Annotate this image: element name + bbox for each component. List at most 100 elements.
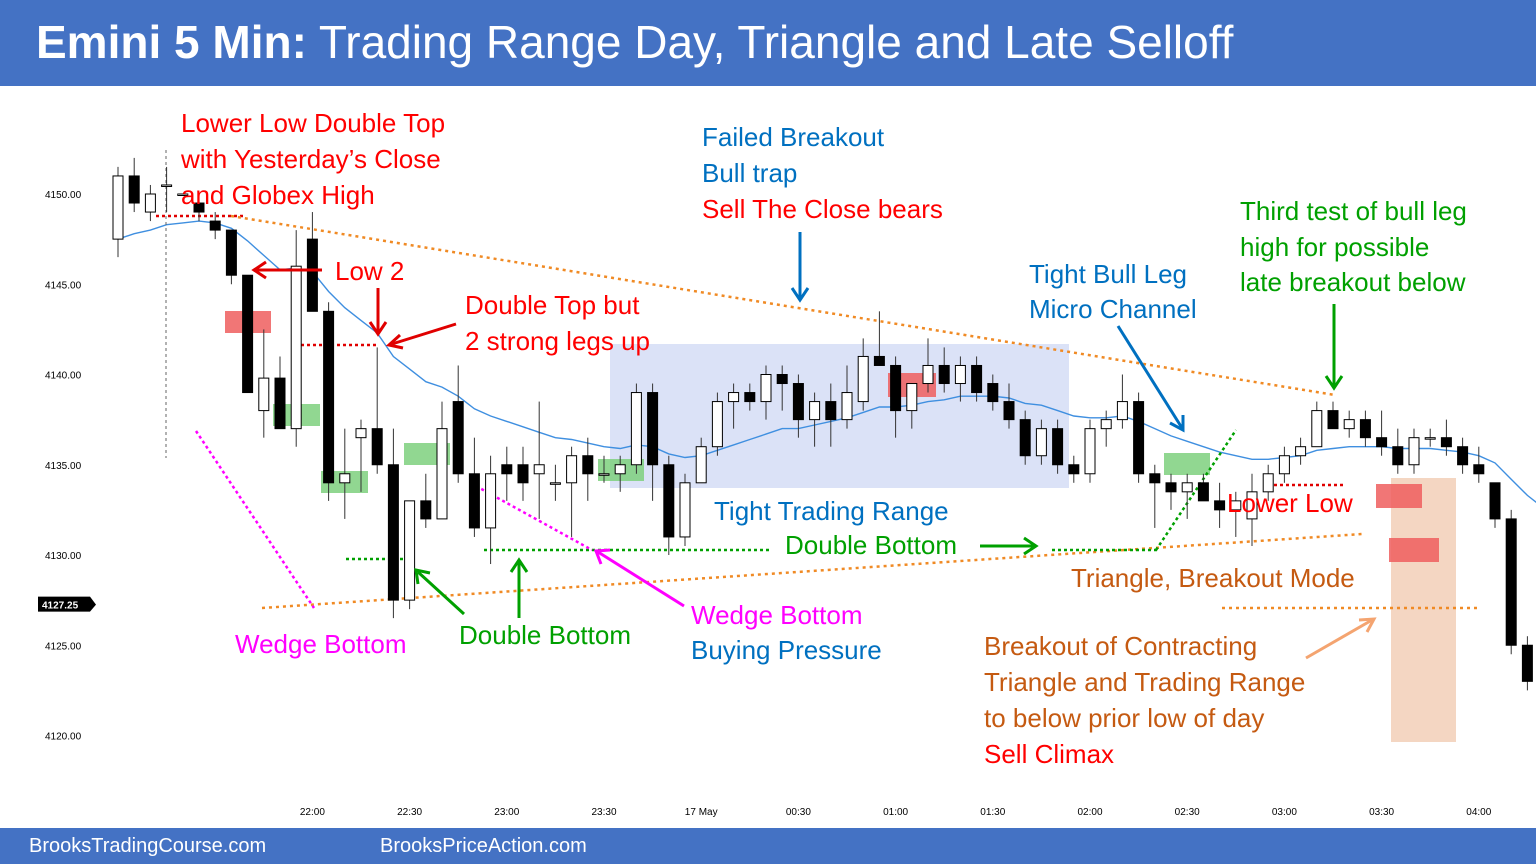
bull-candle-body (1181, 482, 1193, 493)
annotation-text: to below prior low of day (984, 703, 1264, 733)
bear-candle-body (1003, 401, 1015, 421)
bear-candle-body (193, 202, 205, 213)
footer-right-link[interactable]: BrooksPriceAction.com (380, 835, 587, 857)
candle (1100, 410, 1112, 447)
candle (630, 383, 642, 474)
candle (582, 437, 594, 501)
bull-candle-body (922, 364, 934, 385)
annotation-text: Failed Breakout (702, 122, 885, 152)
candle (906, 383, 918, 429)
bear-candle-body (1473, 464, 1485, 475)
annotation-text: high for possible (1240, 232, 1429, 262)
annotation-text: Breakout of Contracting (984, 631, 1257, 661)
bear-candle-body (1489, 482, 1501, 520)
bear-candle-body (1052, 428, 1064, 466)
bull-candle-body (841, 392, 853, 421)
bull-candle-body (1230, 500, 1242, 511)
x-tick-label: 00:30 (786, 807, 811, 818)
arrow-head (1023, 536, 1039, 556)
arrow-head (414, 568, 431, 585)
candle (1052, 419, 1064, 474)
footer-bar: BrooksTradingCourse.com BrooksPriceActio… (0, 828, 1536, 864)
candle (744, 383, 756, 411)
candle (339, 428, 351, 519)
x-tick-label: 02:30 (1175, 807, 1200, 818)
last-price-pointer (90, 596, 96, 612)
bull-candle-body (1278, 455, 1290, 475)
x-tick-label: 03:30 (1369, 807, 1394, 818)
annotation-text: Lower Low Double Top (181, 108, 445, 138)
candle (1019, 410, 1031, 465)
bear-candle-body (1359, 419, 1371, 439)
candle (533, 401, 545, 519)
bear-candle-body (1214, 500, 1226, 511)
y-tick-label: 4150.00 (45, 190, 82, 201)
annotation-text: Micro Channel (1029, 294, 1197, 324)
bull-candle-body (1246, 491, 1258, 520)
annotation-text: Sell The Close bears (702, 194, 943, 224)
candle (1035, 419, 1047, 465)
annotation-text: Double Bottom (459, 620, 631, 650)
candle (1278, 446, 1290, 483)
candle (841, 365, 853, 429)
x-tick-label: 23:00 (494, 807, 519, 818)
candle (922, 338, 934, 393)
candle (1181, 473, 1193, 519)
candle (647, 383, 659, 501)
wedge-line (194, 430, 316, 609)
annotation-text: Tight Bull Leg (1029, 259, 1187, 289)
tight-trading-range-box (610, 344, 1069, 488)
bull-candle-body (290, 265, 302, 430)
x-tick-label: 02:00 (1077, 807, 1102, 818)
candle (1084, 419, 1096, 483)
candle (1003, 383, 1015, 429)
candle (987, 374, 999, 411)
bear-candle-body (420, 500, 432, 520)
bull-candle-body (258, 377, 270, 412)
bear-candle-body (1197, 482, 1209, 502)
y-tick-label: 4120.00 (45, 732, 82, 743)
bear-candle-body (1327, 410, 1339, 430)
bear-candle-body (1165, 482, 1177, 493)
candle (792, 374, 804, 438)
bear-candle-body (274, 377, 286, 430)
bear-candle-body (501, 464, 513, 475)
candle (1408, 428, 1420, 474)
candle (1424, 428, 1436, 447)
annotation-text: Triangle, Breakout Mode (1071, 563, 1355, 593)
bull-candle-body (404, 500, 416, 601)
bear-candle-body (209, 220, 221, 231)
bear-candle-body (452, 401, 464, 475)
candle (1521, 636, 1533, 691)
bull-candle-body (566, 455, 578, 484)
candle (1165, 473, 1177, 510)
bear-candle-body (1392, 446, 1404, 466)
bear-candle-body (1019, 419, 1031, 457)
title-bar: Emini 5 Min: Trading Range Day, Triangle… (0, 0, 1536, 86)
bear-candle-body (1376, 437, 1388, 448)
candle (857, 338, 869, 411)
bull-candle-body (679, 482, 691, 538)
bull-candle-body (857, 355, 869, 403)
bull-candle-body (112, 175, 124, 240)
bull-candle-body (1116, 401, 1128, 421)
arrow (1305, 618, 1373, 660)
candle (1262, 464, 1274, 501)
candle (971, 356, 983, 402)
candle (128, 157, 140, 213)
footer-left-link[interactable]: BrooksTradingCourse.com (29, 835, 267, 857)
y-tick-label: 4125.00 (45, 641, 82, 652)
candle (209, 212, 221, 240)
bull-candle-body (1295, 446, 1307, 457)
y-tick-label: 4145.00 (45, 280, 82, 291)
bull-candle-body (711, 401, 723, 448)
bear-candle-body (776, 374, 788, 385)
title-bold: Emini 5 Min: (36, 16, 307, 68)
bull-candle-body (436, 428, 448, 520)
annotation-text: Buying Pressure (691, 635, 882, 665)
candle (161, 166, 173, 213)
sell-climax-box (1391, 478, 1456, 742)
triangle-upper-line (230, 214, 1336, 397)
bear-candle-body (971, 364, 983, 394)
y-axis: 4150.00 4145.00 4140.00 4135.00 4130.00 4125.… (38, 190, 96, 743)
